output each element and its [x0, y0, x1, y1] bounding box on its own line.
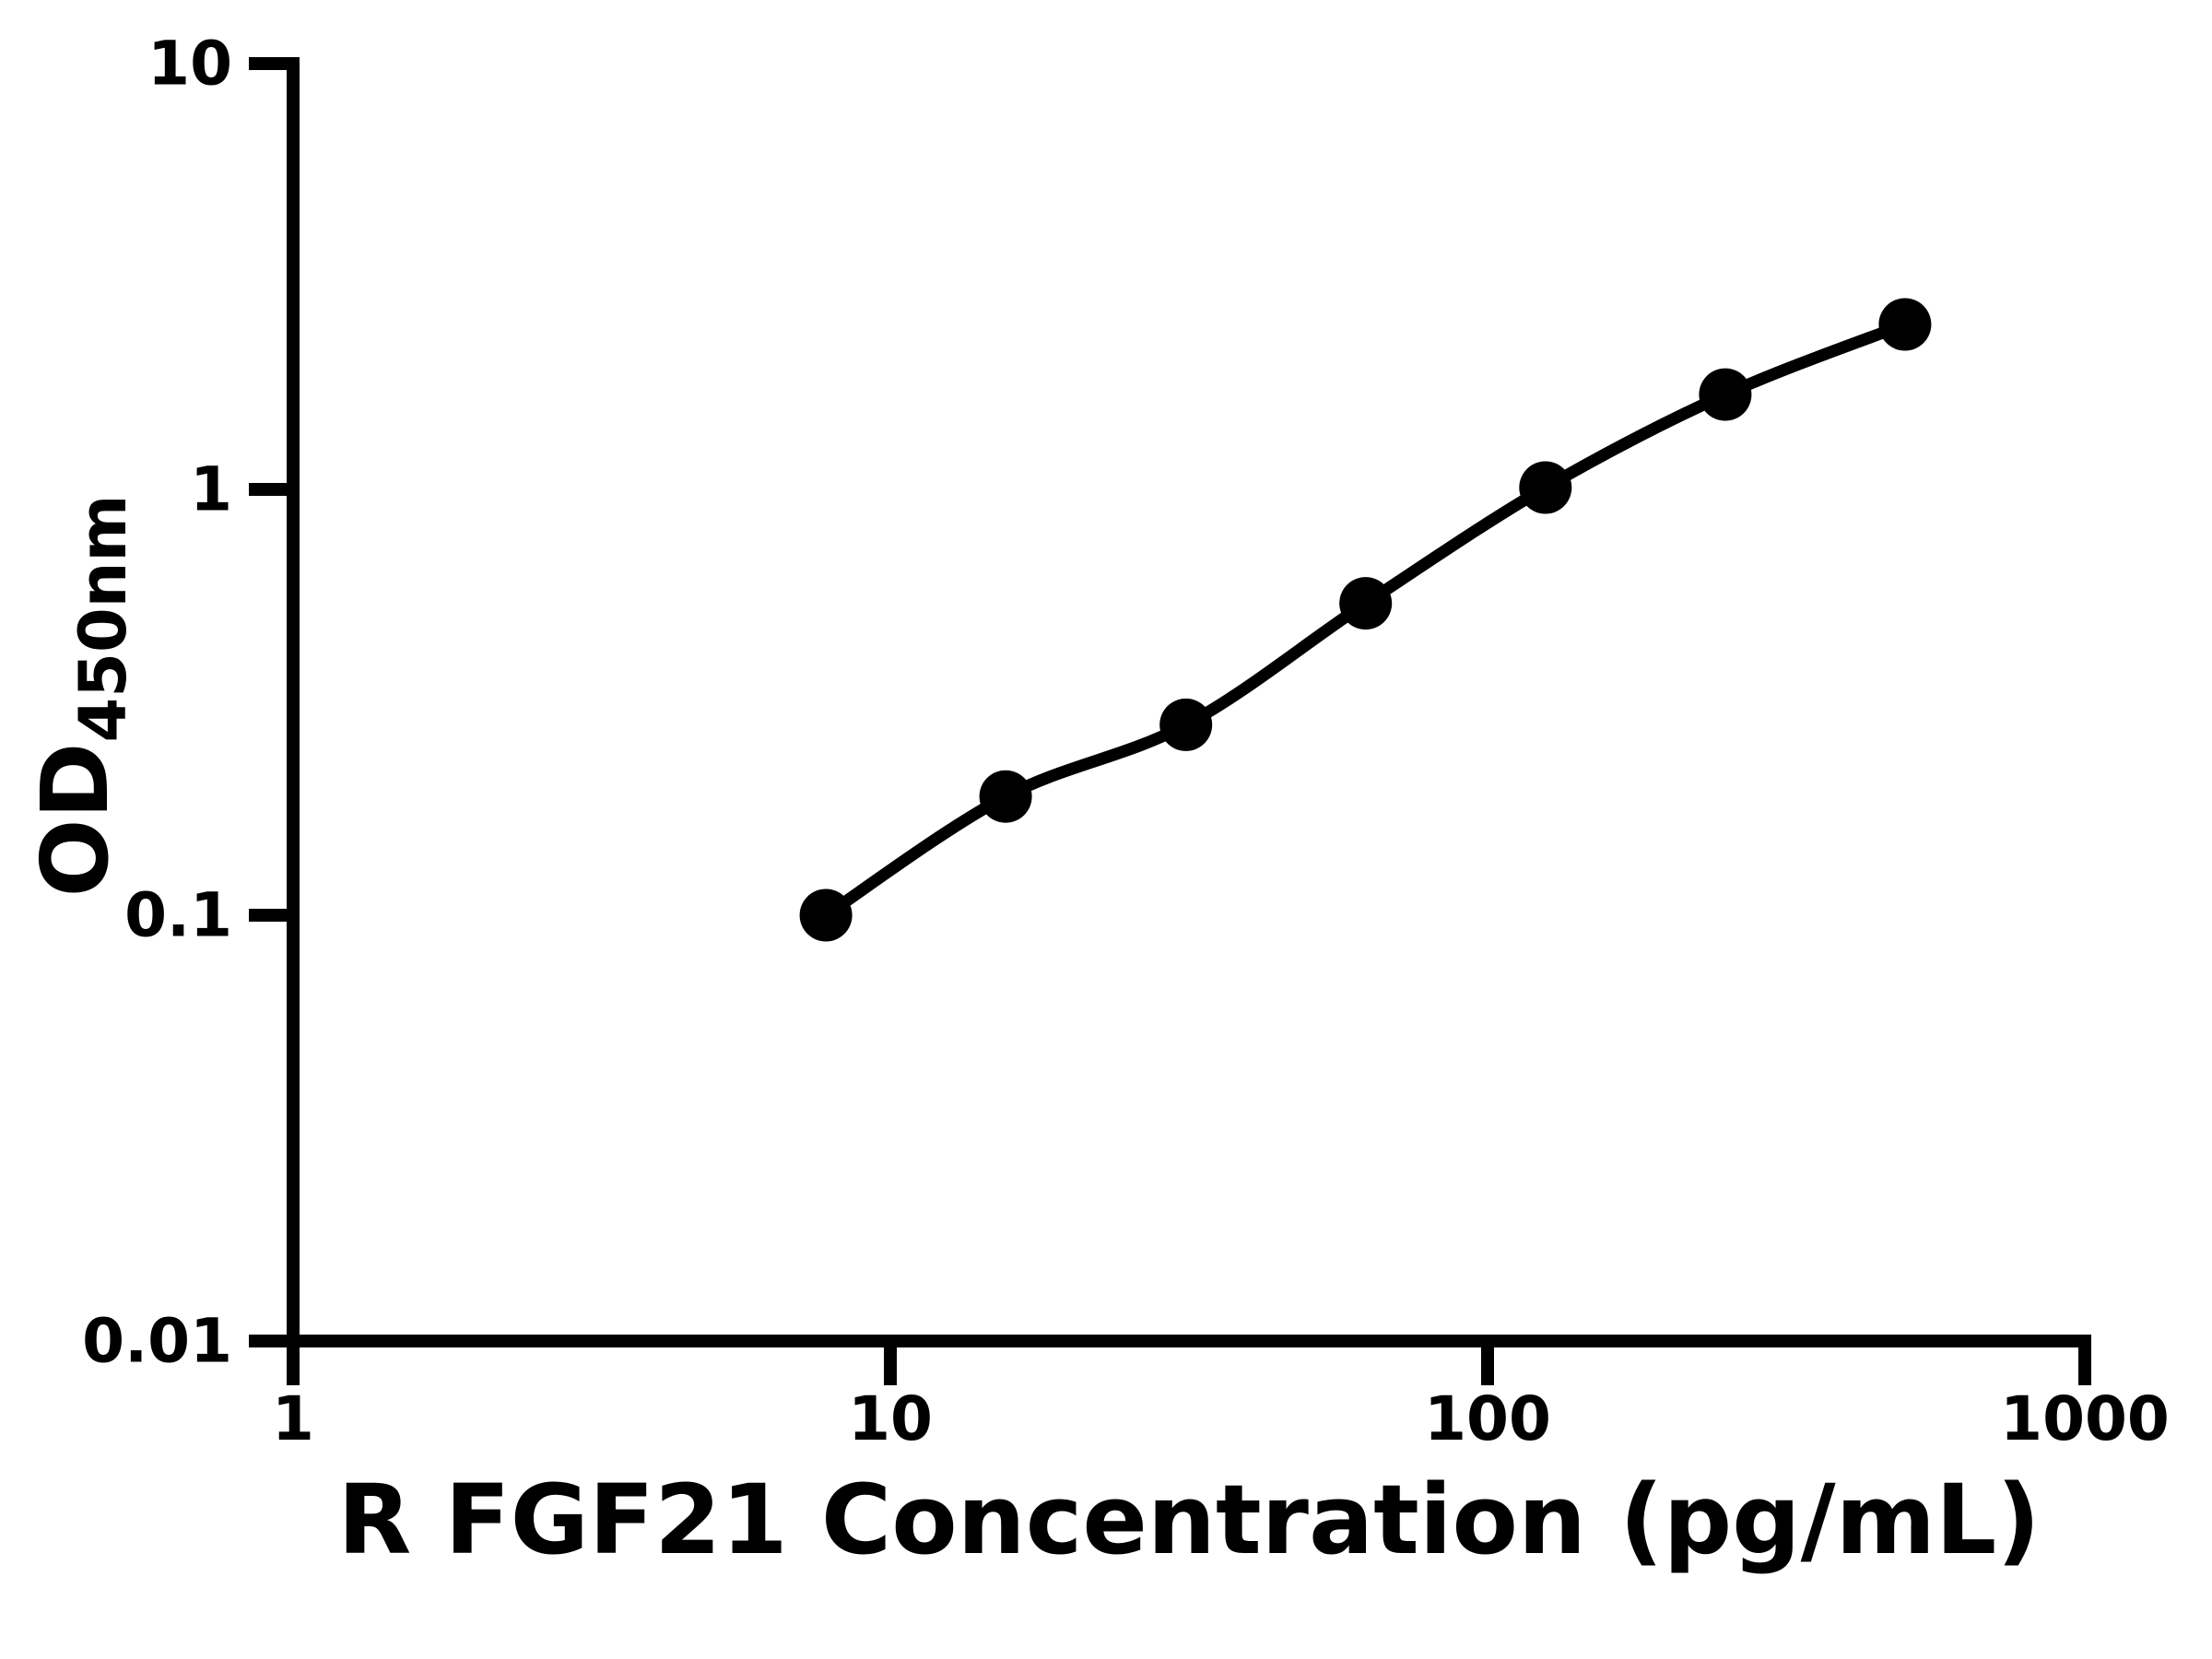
- data-point: [1519, 461, 1572, 514]
- x-tick-label: 1000: [2000, 1383, 2170, 1454]
- y-tick-label: 0.1: [124, 880, 232, 951]
- data-point: [1699, 368, 1752, 421]
- x-tick-label: 10: [848, 1383, 933, 1454]
- y-tick-label: 10: [147, 29, 232, 100]
- data-point: [1339, 577, 1393, 630]
- x-tick-label: 100: [1424, 1383, 1551, 1454]
- data-point: [979, 770, 1032, 823]
- y-tick-label: 1: [190, 454, 232, 525]
- x-tick-label: 1: [272, 1383, 314, 1454]
- data-point: [799, 888, 853, 942]
- y-axis-title-main: OD: [21, 742, 130, 898]
- data-point: [1159, 698, 1213, 751]
- y-axis-title-sub: 450nm: [65, 494, 141, 743]
- y-tick-label: 0.01: [82, 1306, 232, 1377]
- data-point: [1878, 298, 1932, 351]
- x-axis-title: R FGF21 Concentration (pg/mL): [337, 1464, 2041, 1576]
